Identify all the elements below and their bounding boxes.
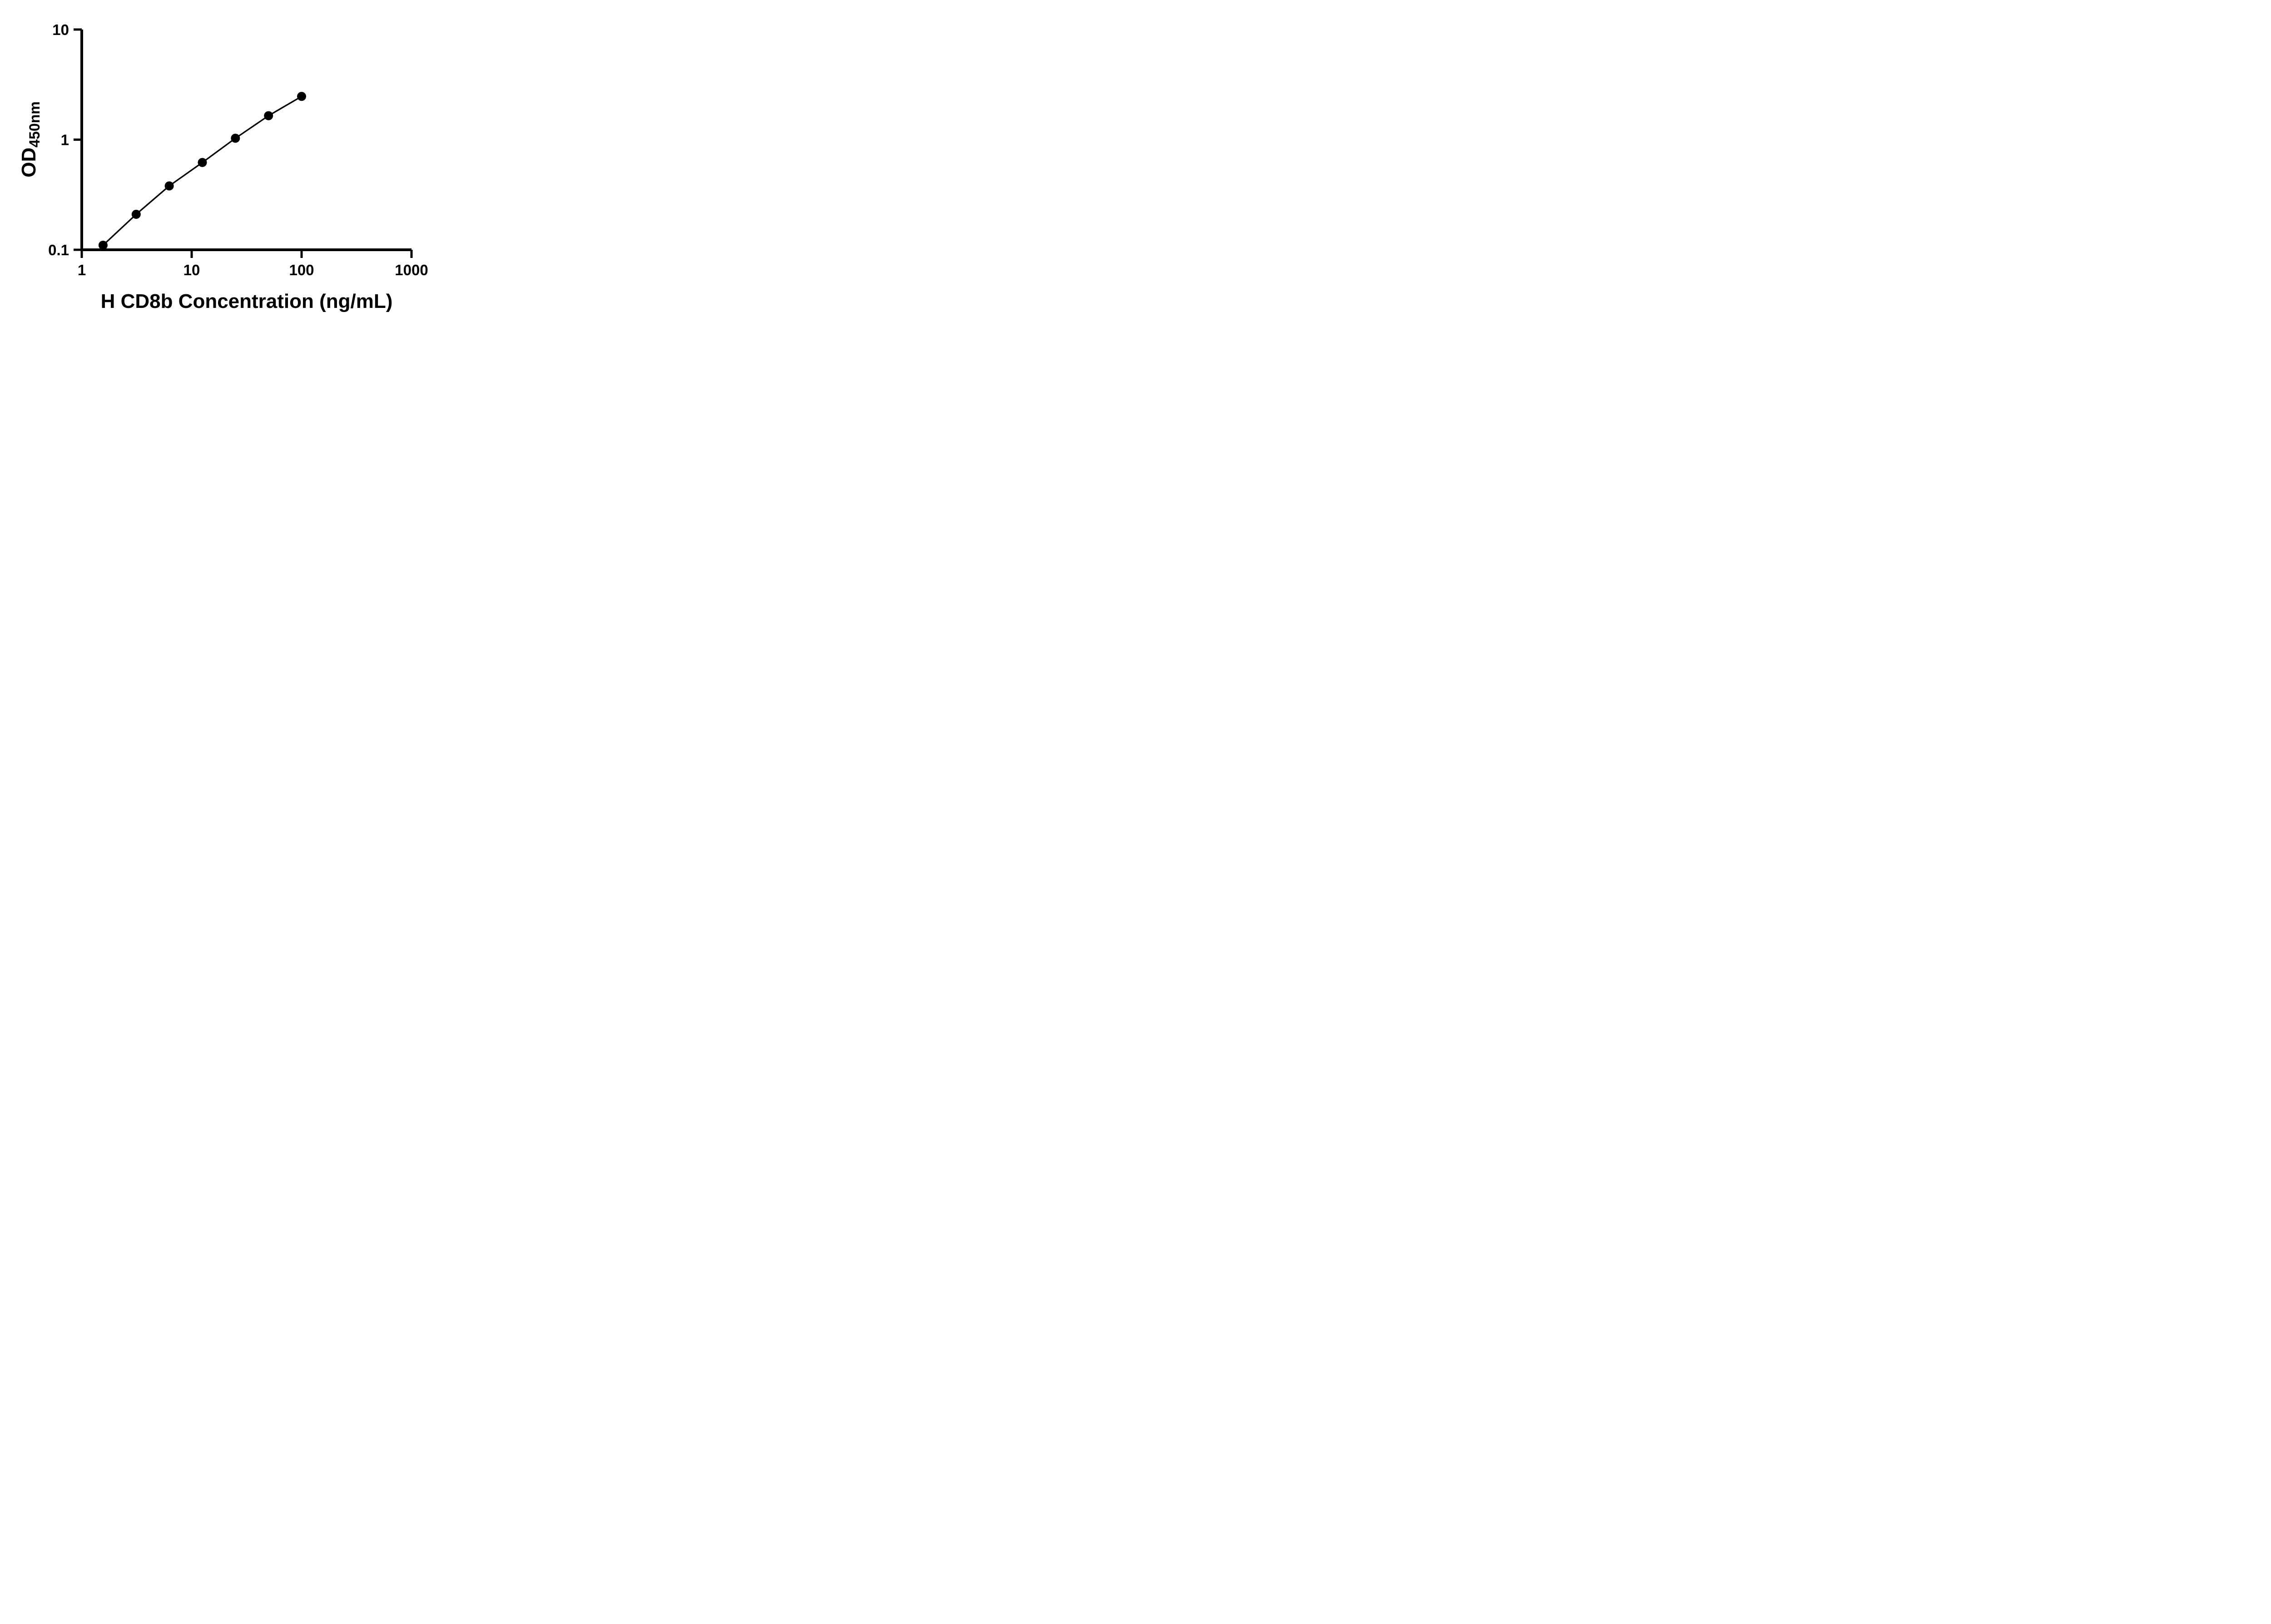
y-tick-label-1: 1 — [61, 132, 69, 149]
y-tick-label-0.1: 0.1 — [48, 242, 69, 258]
data-point-3.125ng — [131, 209, 141, 219]
data-point-12.5ng — [198, 158, 207, 167]
x-tick-label-10: 10 — [183, 262, 200, 278]
standard-curve-figure: 0.1 1 10 1 10 100 1000 H CD8b Concentration (n… — [0, 0, 461, 325]
y-axis-title-subscript: 450nm — [26, 101, 43, 147]
data-point-1.5625ng — [98, 241, 108, 250]
data-point-100ng — [297, 92, 306, 101]
data-point-25ng — [231, 134, 240, 143]
axis-lines — [80, 30, 412, 251]
plot-area: 0.1 1 10 1 10 100 1000 — [48, 21, 428, 278]
y-axis-title: OD450nm — [18, 101, 43, 177]
x-tick-label-1: 1 — [78, 262, 86, 278]
x-tick-label-100: 100 — [289, 262, 314, 278]
chart-canvas: 0.1 1 10 1 10 100 1000 H CD8b Concentration (n… — [18, 21, 428, 312]
x-axis-title: H CD8b Concentration (ng/mL) — [101, 290, 393, 312]
y-tick-label-10: 10 — [52, 21, 69, 38]
data-point-6.25ng — [164, 181, 174, 191]
y-axis-title-main: OD — [18, 148, 40, 178]
data-point-50ng — [264, 111, 273, 120]
x-tick-label-1000: 1000 — [395, 262, 428, 278]
